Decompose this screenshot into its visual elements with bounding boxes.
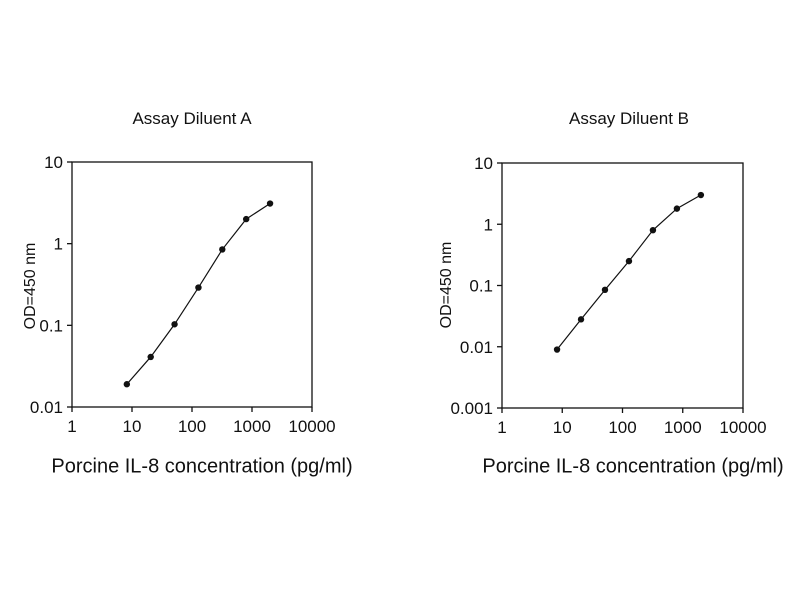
y-tick-label: 0.1 (39, 316, 63, 335)
x-tick-label: 100 (608, 418, 636, 437)
data-point-marker (219, 246, 226, 253)
data-point-marker (266, 200, 274, 207)
data-point-marker (697, 191, 705, 199)
chart-b-title: Assay Diluent B (569, 109, 689, 128)
data-point-marker (171, 321, 178, 328)
x-tick-label: 10 (123, 417, 142, 436)
data-point-marker (195, 284, 202, 291)
y-tick-label: 0.1 (469, 277, 493, 296)
chart-a-title: Assay Diluent A (132, 109, 252, 128)
y-tick-label: 1 (54, 235, 63, 254)
chart-b-x-axis-title: Porcine IL-8 concentration (pg/ml) (482, 455, 784, 478)
x-tick-label: 1 (67, 417, 76, 436)
x-tick-label: 100 (178, 417, 206, 436)
y-tick-label: 10 (474, 154, 493, 173)
x-tick-label: 1 (497, 418, 506, 437)
x-tick-label: 10 (553, 418, 572, 437)
chart-a-x-axis-title: Porcine IL-8 concentration (pg/ml) (51, 455, 353, 478)
x-tick-label: 1000 (233, 417, 271, 436)
x-tick-label: 10000 (288, 417, 335, 436)
y-tick-label: 0.01 (30, 398, 63, 417)
data-point-marker (123, 381, 131, 388)
data-point-marker (673, 205, 681, 212)
chart-b-y-axis-title: OD=450 nm (438, 241, 455, 329)
data-point-marker (147, 353, 154, 361)
data-point-marker (577, 316, 585, 323)
y-tick-label: 10 (44, 153, 63, 172)
data-point-marker (242, 215, 250, 223)
y-tick-label: 0.01 (460, 338, 493, 357)
data-point-marker (649, 226, 657, 234)
standard-curve-line (556, 194, 702, 350)
plot-box (71, 161, 313, 408)
data-point-marker (601, 286, 609, 294)
chart-a-y-axis-title: OD=450 nm (22, 242, 39, 330)
data-point-marker (553, 346, 561, 353)
x-tick-label: 10000 (719, 418, 766, 437)
x-tick-label: 1000 (664, 418, 702, 437)
y-tick-label: 0.001 (450, 399, 493, 418)
data-point-marker (625, 257, 633, 265)
y-tick-label: 1 (484, 215, 493, 234)
plot-box (501, 162, 744, 409)
